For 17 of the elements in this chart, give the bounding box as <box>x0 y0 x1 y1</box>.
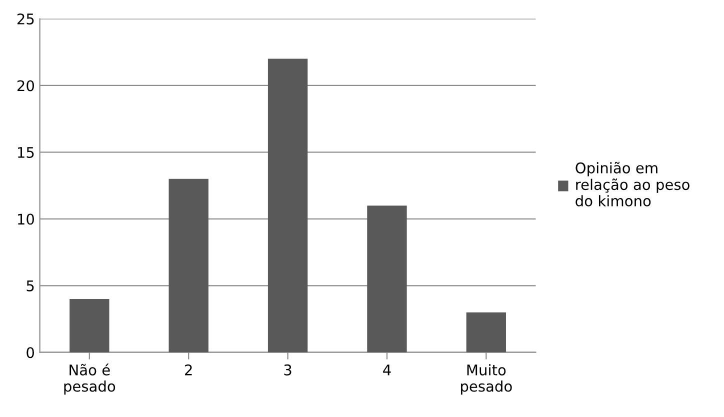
legend-label: Opinião em relação ao peso do kimono <box>576 162 690 206</box>
x-tick-label: Muito pesado <box>461 364 512 395</box>
y-tick-label: 5 <box>26 280 34 292</box>
x-tick-label: 3 <box>284 364 292 376</box>
bar <box>466 312 506 352</box>
y-tick-label: 15 <box>18 147 34 158</box>
y-tick-label: 25 <box>17 13 34 25</box>
bar <box>70 298 110 352</box>
y-tick-label: 0 <box>26 347 34 358</box>
bar <box>268 58 308 352</box>
y-tick-label: 20 <box>17 80 34 92</box>
y-tick-label: 10 <box>18 214 34 225</box>
bar <box>367 206 407 352</box>
bar <box>168 178 208 352</box>
x-tick-label: 4 <box>383 364 391 376</box>
x-tick-label: 2 <box>185 364 192 376</box>
x-tick-label: Não é pesado <box>64 364 116 395</box>
